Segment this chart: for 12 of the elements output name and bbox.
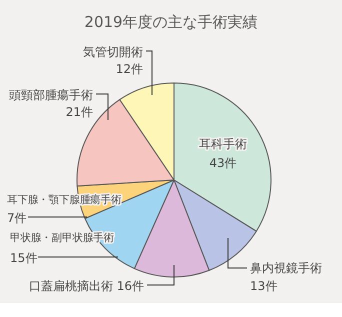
- slice-label: 口蓋扁桃摘出術 16件: [28, 279, 144, 293]
- chart-title: 2019年度の主な手術実績: [84, 13, 258, 31]
- slice-label: 鼻内視鏡手術: [250, 261, 322, 275]
- slice-label: 耳科手術: [199, 137, 247, 151]
- data-label: 21件: [66, 105, 93, 119]
- slice-label: 頭頸部腫瘍手術: [9, 88, 93, 102]
- data-label: 43件: [209, 156, 237, 170]
- data-label: 15件: [10, 251, 38, 265]
- slice-label: 気管切開術: [83, 45, 143, 59]
- data-label: 7件: [7, 211, 27, 225]
- data-label: 13件: [250, 279, 278, 293]
- data-label: 12件: [116, 62, 143, 76]
